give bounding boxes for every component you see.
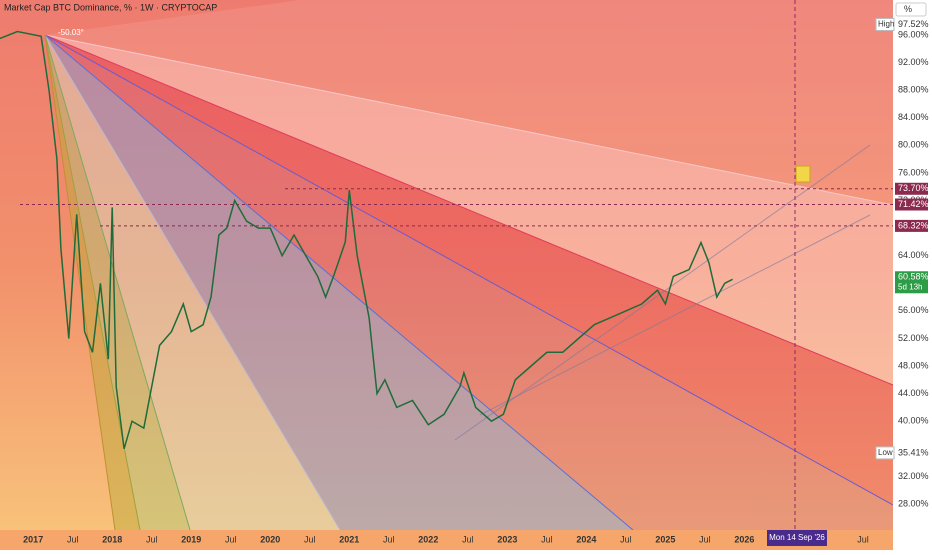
y-tick-label: 44.00% [898, 388, 929, 398]
level-label-box [895, 219, 928, 232]
x-tick-label: Jul [620, 534, 632, 544]
level-label: 71.42% [898, 199, 929, 209]
y-tick-label: 32.00% [898, 471, 929, 481]
y-tick-label: 80.00% [898, 140, 929, 150]
x-tick-label: Jul [383, 534, 395, 544]
y-tick-label: 28.00% [898, 498, 929, 508]
last-value: 60.58% [898, 272, 929, 282]
marker-tag: High [878, 20, 894, 29]
chart-title: Market Cap BTC Dominance, % · 1W · CRYPT… [4, 2, 217, 12]
x-tick-label: 2020 [260, 534, 280, 544]
time-marker-box [767, 530, 827, 546]
x-tick-label: Jul [304, 534, 316, 544]
x-axis-panel [0, 530, 893, 550]
y-tick-label: 64.00% [898, 250, 929, 260]
x-tick-label: Jul [699, 534, 711, 544]
y-tick-label: 40.00% [898, 416, 929, 426]
x-tick-label: 2019 [181, 534, 201, 544]
marker-tag: Low [878, 448, 893, 457]
y-tick-label: 76.00% [898, 167, 929, 177]
price-line [0, 30, 733, 450]
scale-button-text[interactable]: % [904, 4, 912, 14]
y-tick-label: 88.00% [898, 85, 929, 95]
x-tick-label: Jul [857, 534, 869, 544]
marker-value-box [895, 18, 930, 31]
level-label-box [895, 182, 928, 195]
level-label: 73.70% [898, 183, 929, 193]
fan [44, 0, 894, 531]
y-tick-label: 96.00% [898, 29, 929, 39]
y-tick-label: 52.00% [898, 333, 929, 343]
x-tick-label: 2026 [734, 534, 754, 544]
level-label-box [895, 198, 928, 211]
marker-tag-box [875, 17, 895, 31]
x-tick-label: Jul [225, 534, 237, 544]
x-tick-label: 2017 [23, 534, 43, 544]
y-tick-label: 92.00% [898, 57, 929, 67]
marker-value: 35.41% [898, 447, 929, 457]
x-tick-label: Jul [146, 534, 158, 544]
x-tick-label: 2021 [339, 534, 359, 544]
x-tick-label: Jul [67, 534, 79, 544]
marker-value-box [895, 446, 930, 459]
x-tick-label: Jul [541, 534, 553, 544]
marker-value: 97.52% [898, 19, 929, 29]
level-label: 68.32% [898, 220, 929, 230]
time-marker: Mon 14 Sep '26 [769, 533, 825, 542]
y-tick-label: 84.00% [898, 112, 929, 122]
last-value-box [895, 271, 928, 294]
countdown: 5d 13h [898, 282, 922, 291]
marker-tag-box [875, 446, 895, 460]
x-tick-label: 2018 [102, 534, 122, 544]
x-tick-label: 2023 [497, 534, 517, 544]
y-tick-label: 48.00% [898, 360, 929, 370]
x-tick-label: 2022 [418, 534, 438, 544]
annotation: -50.03° [58, 28, 84, 37]
x-tick-label: Jul [462, 534, 474, 544]
x-tick-label: 2024 [576, 534, 596, 544]
scale-button[interactable] [895, 2, 927, 17]
y-tick-label: 56.00% [898, 305, 929, 315]
x-tick-label: 2025 [655, 534, 675, 544]
